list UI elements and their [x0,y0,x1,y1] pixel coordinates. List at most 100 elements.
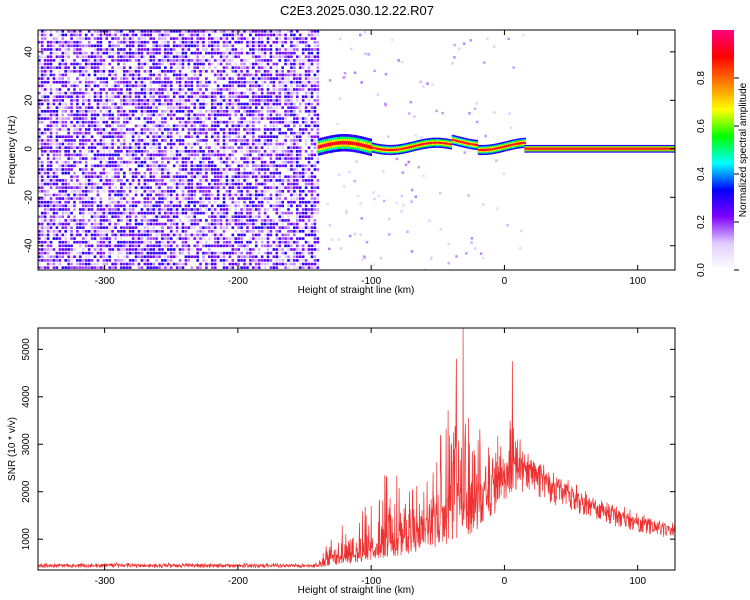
heatmap-cell [310,208,314,211]
heatmap-cell [46,77,50,80]
heatmap-cell [222,230,226,233]
heatmap-cell [304,204,308,208]
heatmap-cell [290,197,293,200]
heatmap-cell [281,55,284,59]
heatmap-cell [246,59,249,62]
heatmap-cell [181,160,185,164]
heatmap-cell [260,55,264,59]
heatmap-cell [161,153,164,157]
heatmap-cell [90,222,94,226]
heatmap-cell [313,255,317,259]
heatmap-cell [93,44,97,48]
heatmap-cell [290,259,293,262]
heatmap-cell [93,233,97,237]
heatmap-cell [58,230,62,233]
heatmap-cell [90,259,94,262]
heatmap-cell [184,233,188,237]
heatmap-cell [316,179,320,182]
heatmap-cell [90,117,94,120]
heatmap-cell [228,51,232,55]
heatmap-cell [246,230,249,233]
heatmap-cell [108,99,111,102]
heatmap-cell [205,259,208,262]
heatmap-cell [196,37,199,40]
heatmap-cell [140,99,144,102]
heatmap-cell [55,80,59,84]
heatmap-cell [222,182,226,186]
heatmap-cell [202,160,205,164]
heatmap-cell [137,164,141,168]
heatmap-cell [102,30,106,33]
heatmap-cell [40,95,44,99]
heatmap-cell [181,182,185,186]
heatmap-cell [64,160,67,164]
heatmap-cell [90,135,94,139]
heatmap-cell [108,179,111,182]
heatmap-cell [143,30,147,33]
heatmap-cell [243,215,246,219]
heatmap-cell [260,48,264,51]
heatmap-cell [128,244,132,248]
heatmap-cell [93,211,97,215]
heatmap-cell [249,80,252,84]
heatmap-cell [231,266,235,269]
heatmap-cell [184,255,188,259]
heatmap-cell [187,55,191,59]
heatmap-cell [295,230,299,233]
heatmap-cell [76,193,79,197]
heatmap-cell [290,193,293,197]
heatmap-cell [252,131,255,135]
heatmap-cell [125,70,129,73]
heatmap-cell [43,48,47,51]
heatmap-cell [99,197,103,200]
heatmap-cell [172,190,176,193]
heatmap-cell [38,62,41,66]
heatmap-cell [87,255,91,259]
heatmap-cell [225,190,229,193]
heatmap-cell [205,193,208,197]
heatmap-cell [73,142,76,146]
heatmap-cell [298,244,302,248]
heatmap-cell [120,197,123,200]
heatmap-cell [99,59,103,62]
heatmap-cell [111,226,114,229]
heatmap-cell [164,48,167,51]
heatmap-cell [240,102,243,106]
heatmap-cell [290,48,293,51]
heatmap-cell [117,164,120,168]
heatmap-cell [149,200,153,204]
heatmap-cell [166,55,170,59]
heatmap-cell [64,204,67,208]
heatmap-cell [266,135,270,139]
heatmap-cell [134,168,138,171]
heatmap-cell [249,40,252,44]
heatmap-cell [243,248,246,251]
heatmap-cell [243,128,246,131]
heatmap-cell [219,153,223,157]
heatmap-cell [502,172,506,175]
heatmap-cell [40,171,44,175]
heatmap-cell [143,99,147,102]
heatmap-cell [43,66,47,69]
heatmap-cell [137,142,141,146]
heatmap-cell [304,117,308,120]
heatmap-cell [166,131,170,135]
heatmap-cell [222,240,226,244]
heatmap-cell [260,84,264,88]
heatmap-cell [120,233,123,237]
heatmap-cell [134,110,138,113]
heatmap-cell [210,95,214,99]
heatmap-cell [213,186,217,189]
heatmap-cell [257,262,261,266]
heatmap-cell [84,200,88,204]
heatmap-cell [202,106,205,109]
heatmap-cell [213,95,217,99]
heatmap-cell [146,186,150,189]
heatmap-cell [467,194,470,197]
heatmap-cell [228,117,232,120]
heatmap-cell [73,186,76,189]
heatmap-cell [181,51,185,55]
heatmap-cell [178,219,182,222]
heatmap-cell [114,135,117,139]
heatmap-cell [143,230,147,233]
